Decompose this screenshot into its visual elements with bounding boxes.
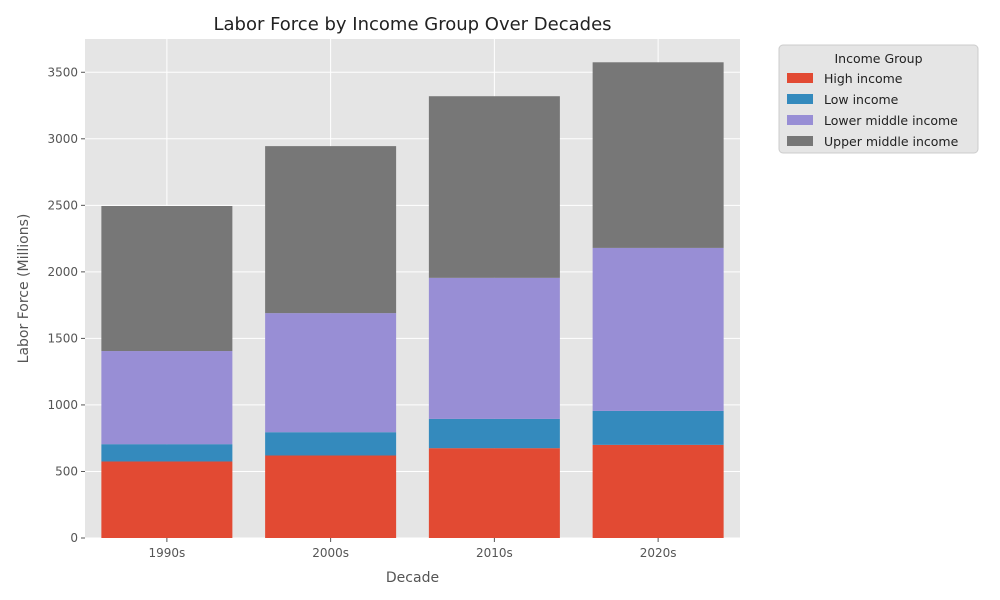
bar-lower-middle-income-2010s [428,277,560,419]
bar-upper-middle-income-2000s [265,146,397,314]
legend-swatch-low-income [787,94,813,104]
legend-items: High income Low income Lower middle income… [787,71,959,149]
y-tick-label: 1000 [47,398,78,412]
y-tick-label: 2000 [47,265,78,279]
bars [101,62,724,538]
bar-high-income-2000s [265,455,397,538]
legend-label-lower-middle-income: Lower middle income [824,113,958,128]
bar-low-income-2010s [428,418,560,449]
legend-swatch-lower-middle-income [787,115,813,125]
x-tick-label: 2010s [476,546,513,560]
bar-upper-middle-income-2020s [592,62,724,248]
y-axis-title: Labor Force (Millions) [16,214,32,364]
y-tick-label: 3000 [47,132,78,146]
x-tick-label: 2000s [312,546,349,560]
bar-low-income-2000s [265,432,397,456]
legend-title: Income Group [834,51,922,66]
legend-label-low-income: Low income [824,92,899,107]
bar-low-income-1990s [101,444,233,462]
bar-upper-middle-income-1990s [101,205,233,352]
axes: 0 500 1000 1500 2000 2500 3000 3500 1990s 2000s 20… [47,65,676,560]
x-axis-title: Decade [386,570,439,586]
y-tick-label: 1500 [47,331,78,345]
bar-high-income-2020s [592,444,724,538]
y-tick-label: 500 [55,464,78,478]
bar-lower-middle-income-1990s [101,351,233,445]
y-tick-label: 3500 [47,65,78,79]
legend-swatch-high-income [787,73,813,83]
legend-swatch-upper-middle-income [787,136,813,146]
bar-low-income-2020s [592,410,724,445]
x-tick-label: 1990s [148,546,185,560]
y-tick-label: 2500 [47,198,78,212]
x-tick-label: 2020s [640,546,677,560]
bar-upper-middle-income-2010s [428,96,560,278]
legend-label-high-income: High income [824,71,903,86]
y-tick-label: 0 [70,531,78,545]
chart-title: Labor Force by Income Group Over Decades [213,14,611,35]
bar-high-income-2010s [428,448,560,538]
legend-box [778,44,979,154]
bar-lower-middle-income-2020s [592,247,724,411]
bar-lower-middle-income-2000s [265,313,397,433]
legend: Income Group High income Low income Lower … [778,44,979,154]
legend-label-upper-middle-income: Upper middle income [824,134,959,149]
bar-high-income-1990s [101,461,233,538]
